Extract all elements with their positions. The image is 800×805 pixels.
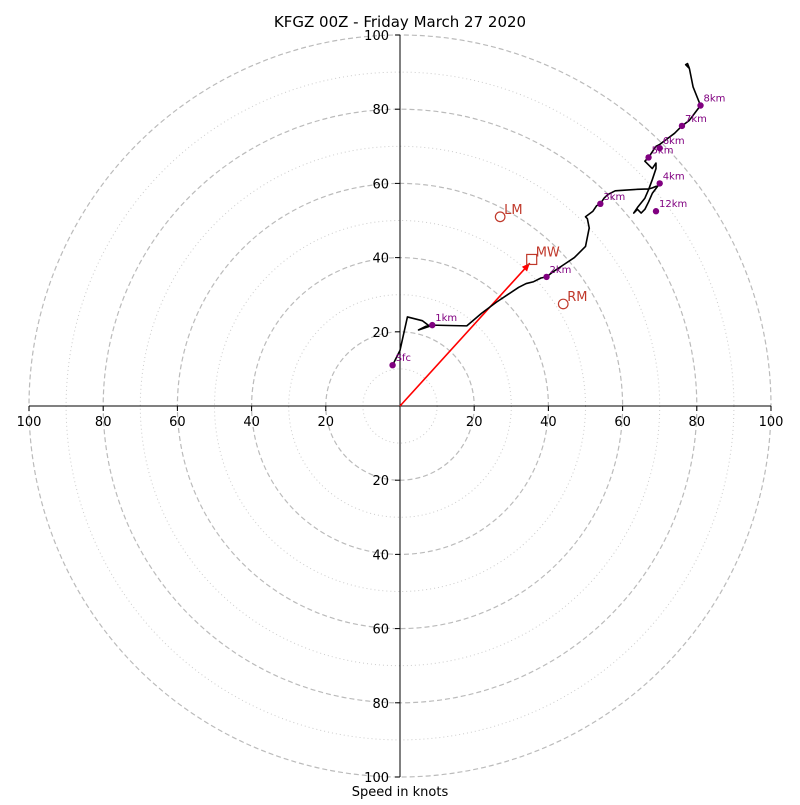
- x-tick-label: 40: [540, 415, 557, 430]
- mean-wind-vector-layer: [399, 262, 531, 407]
- x-axis-label: Speed in knots: [352, 785, 449, 800]
- tick-labels: 100 100 80 80 60 60 40 40 20 20 20 20 40 40 60 60 80 80 10…: [17, 29, 784, 786]
- y-tick-label: 20: [372, 326, 389, 341]
- mean-wind-arrowhead: [521, 263, 530, 272]
- height-marker-8km: [697, 102, 704, 109]
- storm-motion-label-MW: MW: [536, 245, 560, 260]
- height-marker-12km: [652, 208, 660, 215]
- storm-motion-label-RM: RM: [567, 290, 587, 305]
- storm-motion-marker-RM: [557, 298, 569, 310]
- y-tick-label: 80: [372, 697, 389, 712]
- height-marker-7km: [678, 122, 686, 130]
- storm-motion-markers: LM MW RM: [494, 203, 587, 310]
- mean-wind-vector: [399, 262, 531, 407]
- height-label-1km: 1km: [435, 313, 457, 324]
- storm-motion-marker-LM: [494, 211, 506, 223]
- height-label-7km: 7km: [685, 114, 707, 125]
- height-label-12km: 12km: [659, 199, 687, 210]
- height-label-8km: 8km: [704, 93, 726, 104]
- hodograph-trace-layer: [391, 62, 702, 366]
- y-tick-label: 40: [372, 548, 389, 563]
- storm-motion-label-LM: LM: [504, 203, 522, 218]
- y-tick-label: 80: [372, 103, 389, 118]
- x-tick-label: 20: [318, 415, 335, 430]
- height-marker-6km: [656, 144, 663, 152]
- x-tick-label: 80: [689, 415, 706, 430]
- x-tick-label: 60: [169, 415, 186, 430]
- storm-motion-marker-MW: [526, 253, 538, 266]
- x-tick-label: 60: [614, 415, 631, 430]
- height-label-6km: 6km: [663, 136, 685, 147]
- height-label-5km: 5km: [652, 145, 674, 156]
- height-label-Sfc: Sfc: [396, 353, 411, 364]
- y-tick-label: 20: [372, 474, 389, 489]
- height-marker-Sfc: [389, 361, 396, 369]
- height-marker-4km: [656, 180, 663, 187]
- chart-title: KFGZ 00Z - Friday March 27 2020: [274, 13, 526, 31]
- x-tick-label: 100: [17, 415, 42, 430]
- height-label-2km: 2km: [550, 265, 572, 276]
- height-label-4km: 4km: [663, 171, 685, 182]
- height-marker-1km: [429, 321, 436, 329]
- y-tick-label: 100: [364, 29, 389, 44]
- hodograph-line: [391, 62, 702, 366]
- x-tick-label: 40: [243, 415, 260, 430]
- height-label-3km: 3km: [603, 192, 625, 203]
- y-tick-label: 100: [364, 771, 389, 786]
- y-tick-label: 40: [372, 252, 389, 267]
- y-tick-label: 60: [372, 177, 389, 192]
- height-marker-5km: [645, 154, 652, 161]
- y-tick-label: 60: [372, 623, 389, 638]
- x-tick-label: 80: [95, 415, 112, 430]
- x-tick-label: 20: [466, 415, 483, 430]
- x-tick-label: 100: [759, 415, 784, 430]
- height-marker-2km: [543, 273, 550, 281]
- height-marker-3km: [597, 200, 604, 208]
